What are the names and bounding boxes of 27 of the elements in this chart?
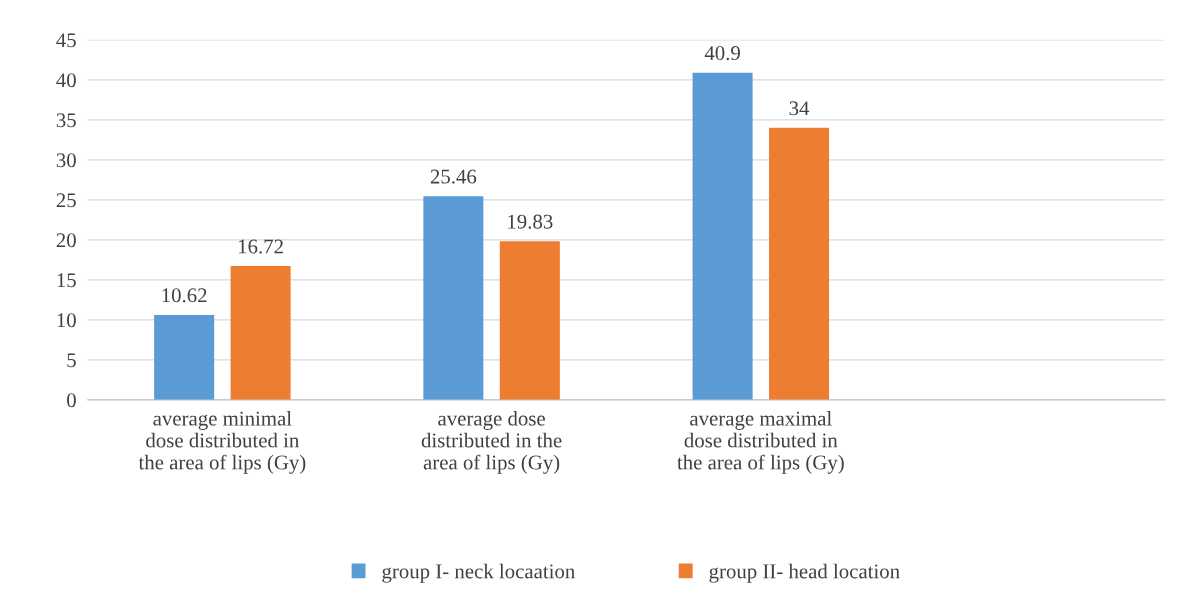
legend-label: group I- neck locaation	[382, 563, 575, 583]
bar	[692, 72, 753, 400]
y-tick-label: 10	[57, 313, 76, 328]
y-tick-label: 45	[56, 33, 76, 48]
data-label: 40.9	[704, 46, 740, 61]
data-label: 19.83	[508, 214, 553, 229]
bar	[423, 196, 484, 400]
y-tick-label: 40	[56, 73, 76, 88]
bar	[769, 127, 830, 400]
x-tick-label: average dose distributed in the area of lips (Gy)	[421, 410, 562, 474]
y-tick-label: 0	[67, 393, 76, 408]
bar	[230, 266, 291, 400]
legend-label: group II- head location	[709, 563, 900, 583]
bar	[499, 241, 560, 400]
bar	[154, 314, 215, 400]
data-label: 10.62	[162, 288, 207, 303]
y-tick-label: 5	[67, 353, 76, 368]
y-tick-label: 35	[56, 113, 76, 128]
data-label: 25.46	[430, 169, 477, 184]
y-tick-label: 15	[57, 273, 76, 288]
y-tick-label: 30	[56, 153, 76, 168]
x-tick-label: average minimal dose distributed in the area of lips (Gy)	[138, 410, 306, 474]
x-tick-label: average maximal dose distributed in the area of lips (Gy)	[677, 410, 844, 474]
data-label: 34	[789, 101, 810, 116]
y-tick-label: 25	[56, 193, 76, 208]
data-label: 16.72	[239, 239, 283, 254]
y-tick-label: 20	[56, 233, 76, 248]
